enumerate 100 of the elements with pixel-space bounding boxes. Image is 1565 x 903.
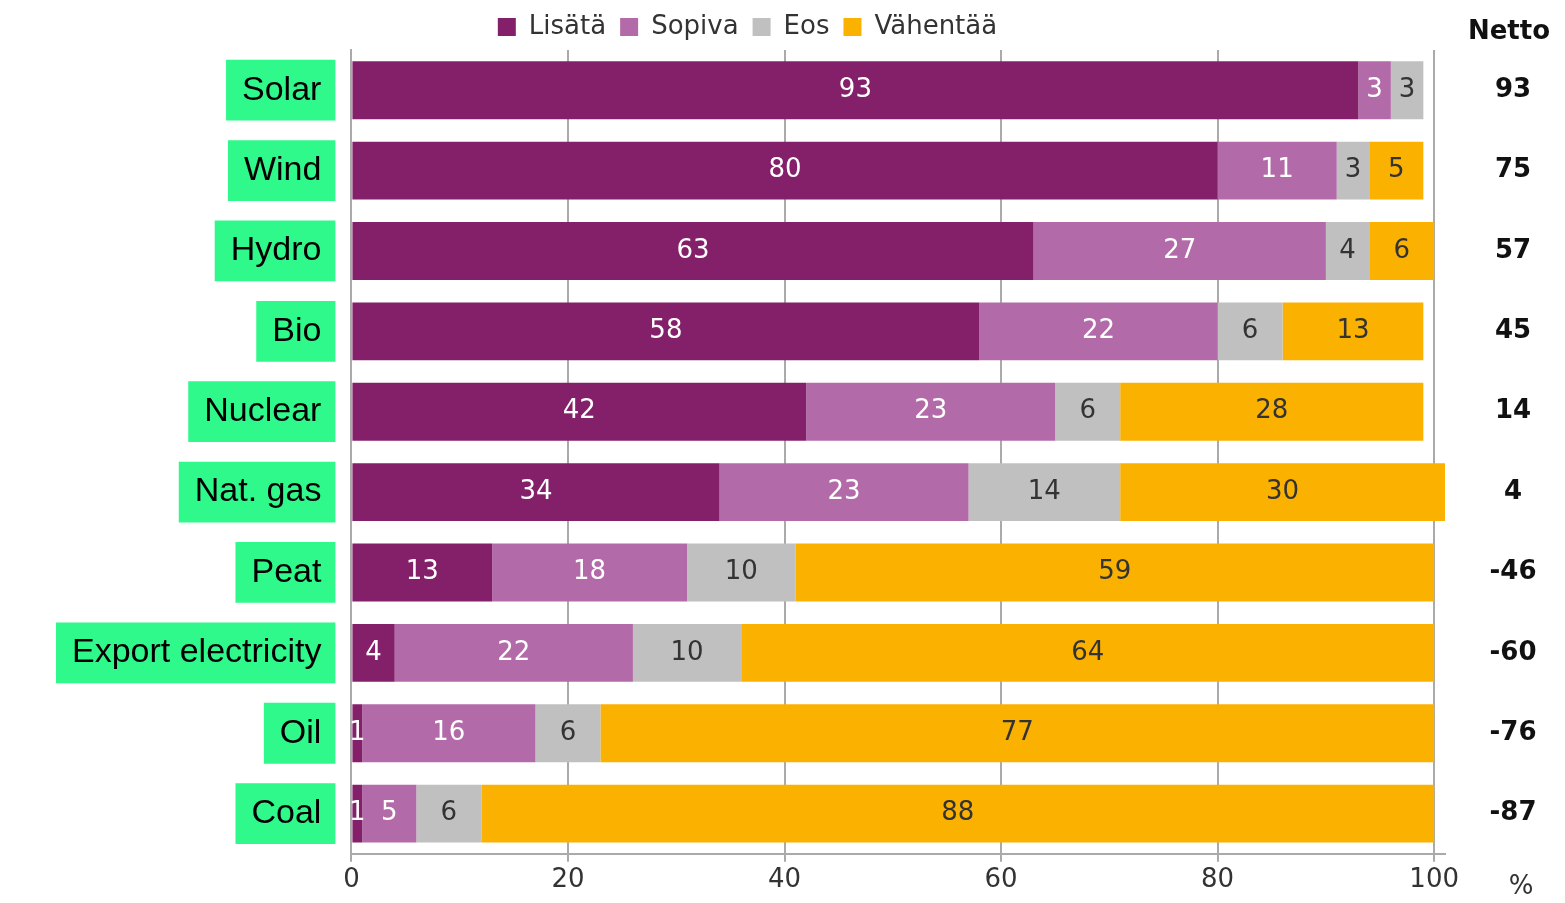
bar [1369, 141, 1424, 200]
x-tick-label: 80 [1201, 863, 1235, 894]
bar [1282, 302, 1424, 361]
bar [492, 543, 688, 602]
data-label: 6 [440, 796, 458, 827]
bar [1217, 141, 1337, 200]
bar [1336, 141, 1370, 200]
y-tick-label: Hydro [230, 229, 322, 268]
bar [352, 61, 1359, 120]
bar [795, 543, 1435, 602]
bar [362, 784, 417, 843]
bar [1369, 222, 1435, 280]
data-label: 80 [768, 153, 802, 184]
bar [352, 623, 395, 682]
bar [1217, 302, 1283, 361]
data-label: 6 [1241, 314, 1259, 345]
bar [535, 704, 601, 763]
x-tick-label: 60 [984, 863, 1018, 894]
text: 57 [1494, 233, 1532, 264]
data-label: 22 [497, 635, 531, 666]
data-label: 6 [1393, 233, 1410, 264]
text: Netto [1467, 14, 1551, 45]
x-tick-label: 20 [551, 863, 585, 894]
bar [1120, 463, 1445, 522]
bar [1358, 61, 1391, 120]
data-label: 59 [1098, 555, 1132, 586]
bar [979, 302, 1218, 361]
legend-label: Eos [783, 9, 830, 40]
data-label: 3 [1366, 72, 1383, 103]
legend-label: Sopiva [651, 9, 739, 40]
data-label: 14 [1027, 474, 1061, 505]
bar [352, 302, 980, 361]
data-label: 6 [1079, 394, 1096, 425]
data-label: 11 [1260, 153, 1294, 184]
bar [362, 704, 536, 763]
bar [687, 543, 796, 602]
bar [352, 141, 1218, 200]
data-label: 28 [1255, 394, 1289, 425]
text: -60 [1489, 635, 1537, 666]
bar [1033, 222, 1326, 280]
bar [1325, 222, 1370, 280]
y-tick-label: Export electricity [72, 631, 322, 670]
bar [481, 784, 1435, 843]
text: -76 [1489, 715, 1537, 746]
text: -46 [1489, 555, 1537, 586]
y-tick-label: Bio [272, 309, 322, 348]
bar [352, 543, 493, 602]
data-label: 58 [649, 314, 683, 345]
data-label: 64 [1071, 635, 1105, 666]
data-label: 13 [405, 555, 439, 586]
y-tick-label: Solar [242, 68, 322, 107]
data-label: 1 [349, 715, 366, 746]
data-label: 77 [1000, 715, 1034, 746]
data-label: 22 [1081, 314, 1116, 345]
data-label: 4 [365, 635, 382, 666]
bar [719, 463, 969, 522]
x-axis-title: % [1508, 869, 1534, 900]
data-label: 93 [838, 72, 872, 103]
bar [741, 623, 1435, 682]
data-label: 1 [349, 796, 366, 827]
data-label: 63 [676, 233, 710, 264]
y-tick-label: Wind [243, 148, 322, 187]
text: 75 [1494, 153, 1532, 184]
data-label: 30 [1266, 474, 1300, 505]
data-label: 6 [559, 715, 577, 746]
y-tick-label: Peat [251, 550, 322, 589]
bar [632, 623, 742, 682]
bar [416, 784, 482, 843]
x-tick-label: 40 [767, 863, 802, 894]
text: 93 [1494, 72, 1532, 103]
y-tick-label: Nat. gas [194, 470, 322, 509]
data-label: 16 [432, 715, 466, 746]
data-label: 42 [562, 394, 596, 425]
data-label: 88 [941, 796, 975, 827]
data-label: 5 [1388, 153, 1405, 184]
data-label: 34 [519, 474, 553, 505]
data-label: 23 [914, 394, 948, 425]
legend-label: Vähentää [874, 9, 998, 40]
data-label: 4 [1339, 233, 1356, 264]
bar [394, 623, 633, 682]
text: 45 [1494, 314, 1532, 345]
data-label: 13 [1336, 314, 1370, 345]
bar [968, 463, 1121, 522]
legend-label: Lisätä [528, 9, 607, 40]
data-label: 10 [670, 635, 704, 666]
data-label: 23 [827, 474, 861, 505]
text: -87 [1489, 796, 1537, 827]
y-tick-label: Coal [251, 791, 322, 830]
y-tick-label: Oil [279, 711, 322, 750]
x-tick-label: 0 [343, 863, 360, 894]
bar [1120, 382, 1424, 441]
bar [600, 704, 1435, 763]
y-tick-label: Nuclear [204, 390, 322, 429]
bar [806, 382, 1056, 441]
data-label: 18 [573, 555, 607, 586]
bar [352, 222, 1034, 280]
bar [352, 382, 807, 441]
data-label: 3 [1398, 72, 1416, 103]
bar [1055, 382, 1121, 441]
text: 14 [1494, 394, 1532, 425]
